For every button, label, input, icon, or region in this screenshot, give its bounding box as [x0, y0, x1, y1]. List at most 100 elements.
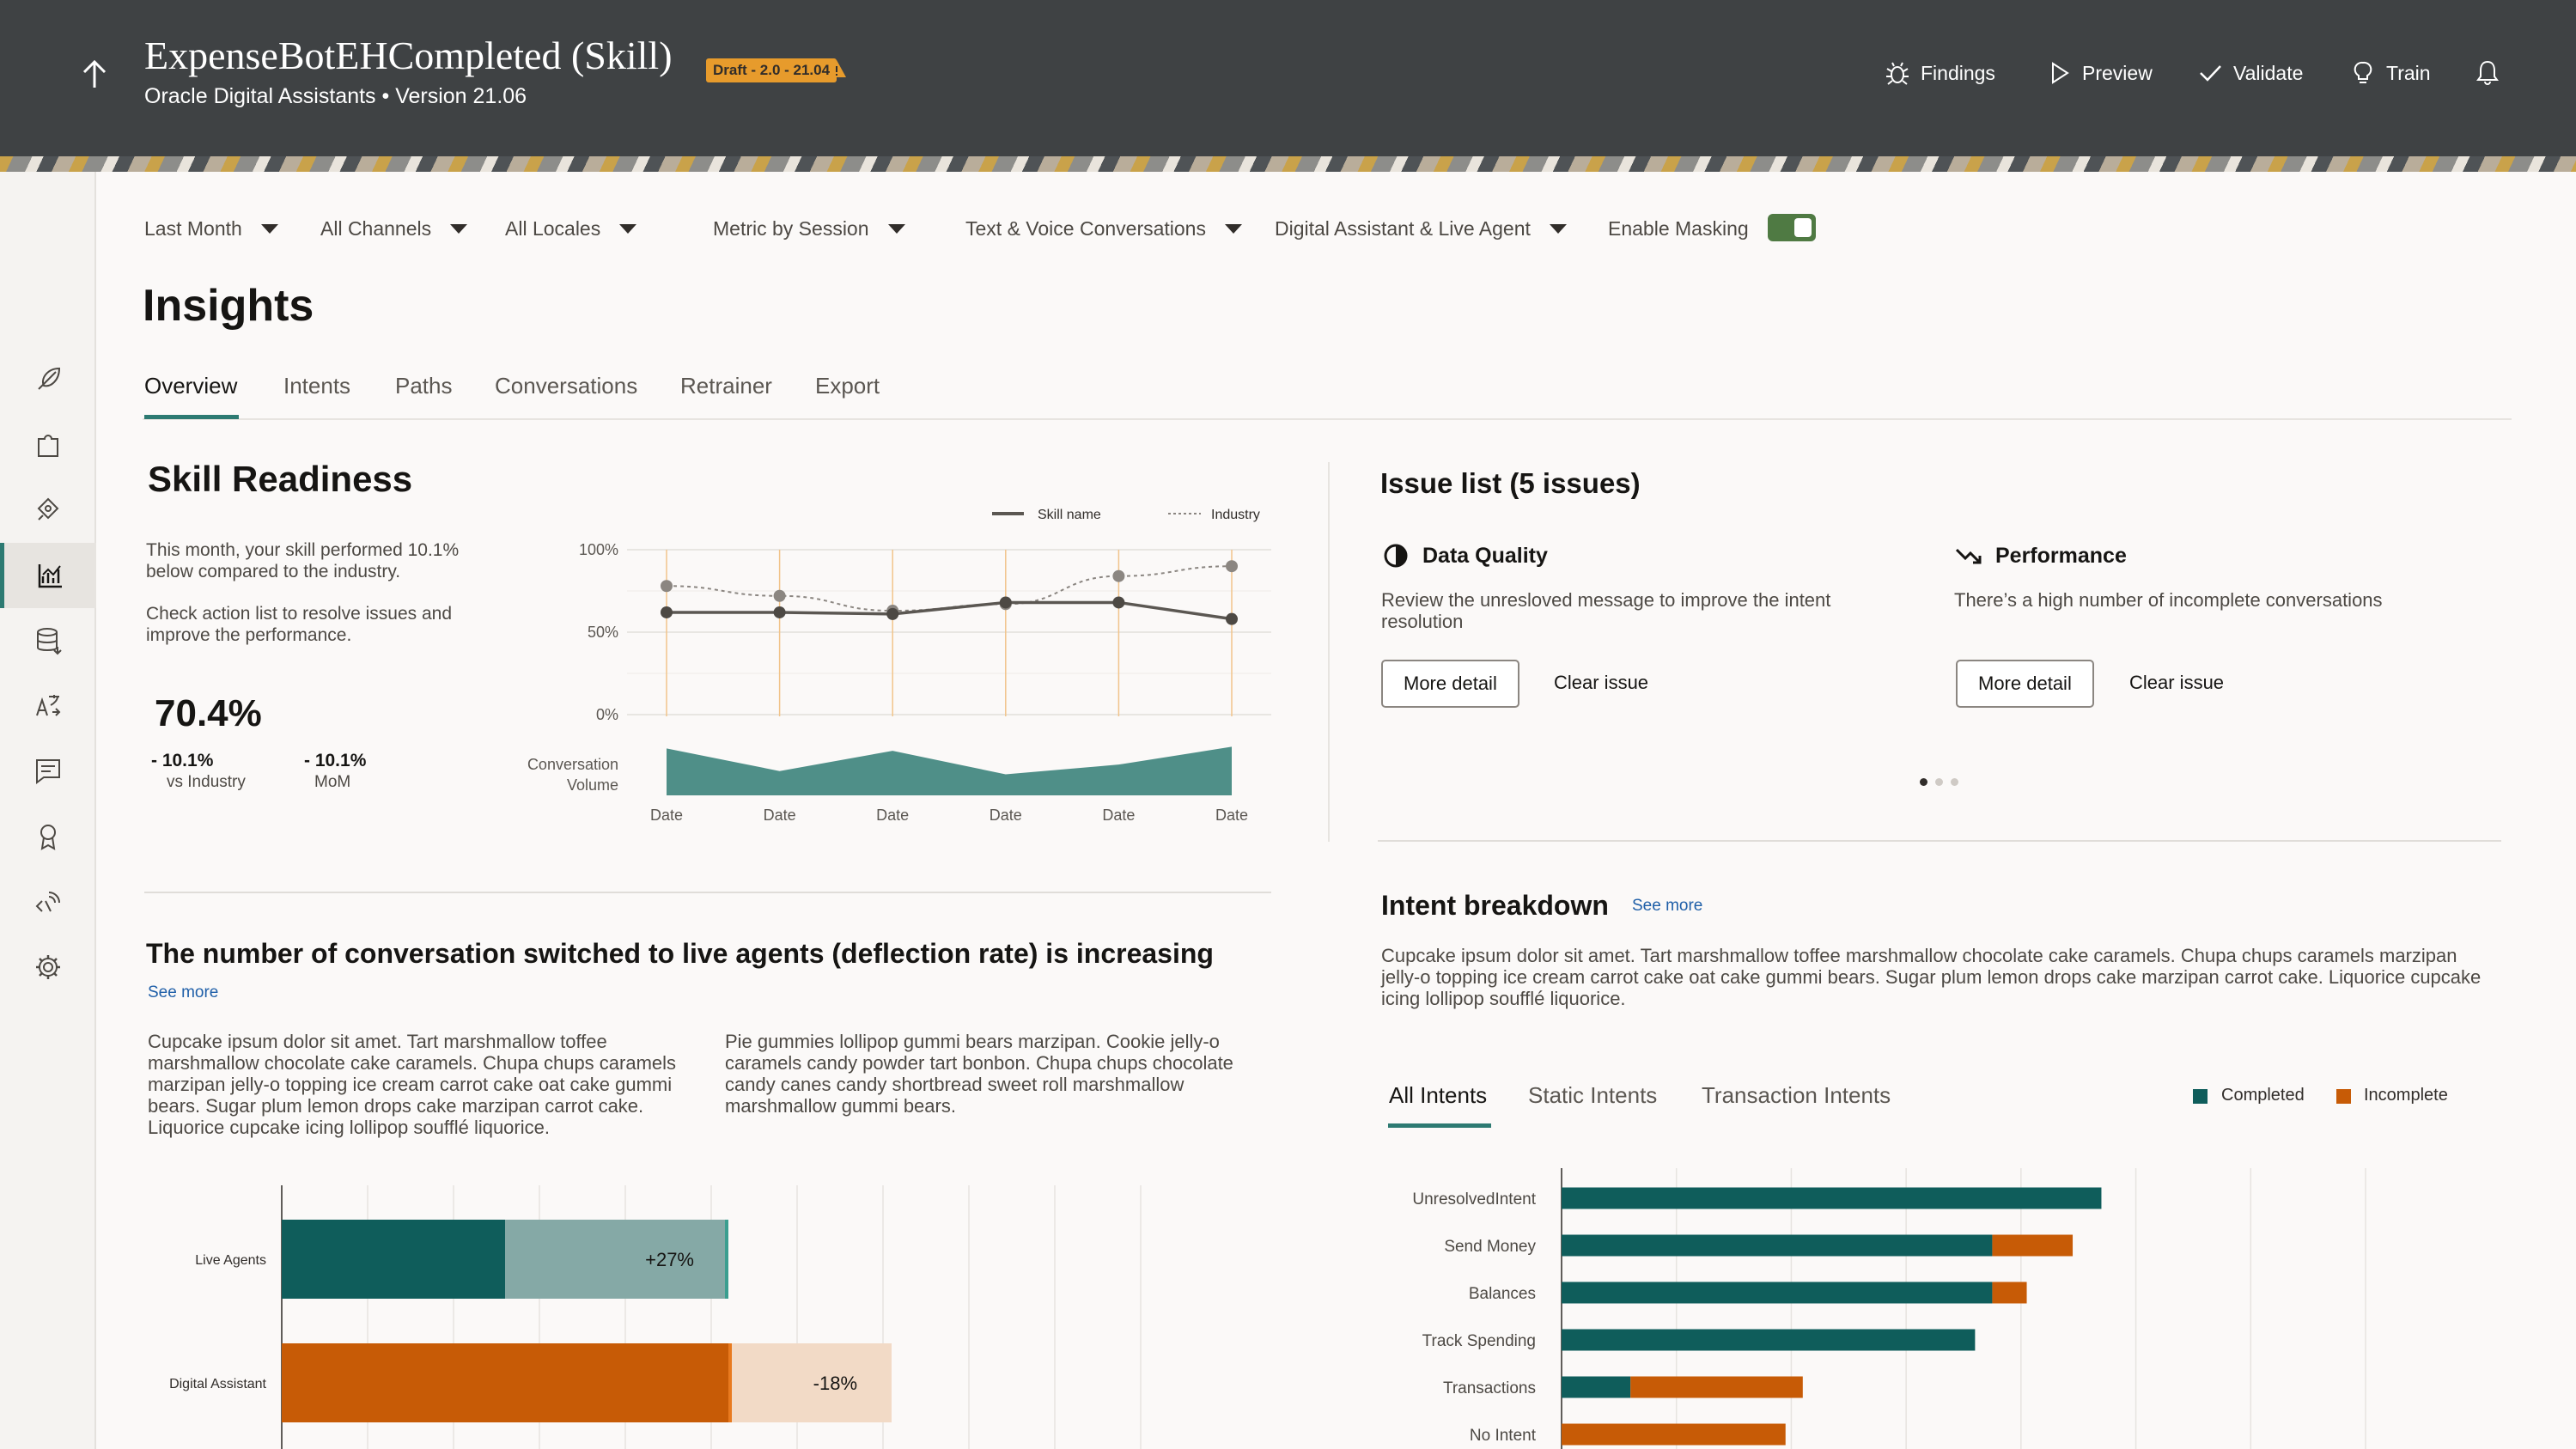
- trend-down-icon: [1955, 548, 1982, 564]
- period-filter[interactable]: Last Month: [144, 213, 278, 244]
- carousel-dot-2[interactable]: [1935, 778, 1943, 786]
- deflection-see-more-link[interactable]: See more: [148, 983, 219, 1002]
- x-tick-label: Date: [1215, 807, 1248, 824]
- train-label: Train: [2386, 61, 2431, 84]
- skill-series-line: [667, 600, 1233, 621]
- active-intent-tab-indicator: [1388, 1123, 1491, 1128]
- readiness-text-2: Check action list to resolve issues and …: [146, 604, 453, 645]
- y-tick-label: 100%: [579, 541, 618, 558]
- sidebar-item-settings[interactable]: [0, 935, 96, 1000]
- issue-data-quality-title: Data Quality: [1422, 543, 1548, 568]
- sidebar-item-conversations[interactable]: [0, 739, 96, 804]
- issue-performance-text: There’s a high number of incomplete conv…: [1954, 589, 2383, 611]
- skill-point: [886, 607, 899, 620]
- database-icon: [37, 628, 62, 655]
- bug-icon: [1886, 62, 1909, 85]
- industry-point: [661, 580, 673, 593]
- award-icon: [40, 825, 56, 850]
- section-divider-right: [1378, 840, 2501, 842]
- masking-toggle[interactable]: [1768, 214, 1816, 241]
- sidebar-item-puzzle[interactable]: [0, 412, 96, 478]
- tab-retrainer[interactable]: Retrainer: [680, 373, 772, 399]
- readiness-chart: Skill name Industry 100% 50% 0% Conversation V…: [527, 508, 1271, 824]
- tabs-divider: [143, 418, 2512, 420]
- carousel-dot-3[interactable]: [1951, 778, 1958, 786]
- y-tick-label: 0%: [596, 706, 618, 723]
- app-subtitle: Oracle Digital Assistants • Version 21.0…: [144, 84, 527, 108]
- intent-breakdown-title: Intent breakdown: [1381, 890, 1609, 921]
- metric-filter[interactable]: Metric by Session: [713, 213, 905, 244]
- sidebar-item-feather[interactable]: [0, 347, 96, 412]
- base-bar: [282, 1220, 505, 1299]
- masking-label: Enable Masking: [1608, 213, 1749, 244]
- sidebar: [0, 172, 96, 1449]
- gear-icon: [36, 955, 60, 979]
- sidebar-item-translate[interactable]: [0, 673, 96, 739]
- sidebar-item-insights[interactable]: [0, 543, 96, 608]
- page-title: Insights: [143, 281, 314, 331]
- category-label: Balances: [1469, 1285, 1536, 1303]
- completed-bar: [1562, 1282, 1993, 1304]
- channels-filter[interactable]: All Channels: [320, 213, 468, 244]
- issue-data-quality-text: Review the unresloved message to improve…: [1381, 589, 1831, 632]
- conversation-volume-area: [667, 746, 1232, 795]
- industry-point: [773, 589, 786, 602]
- x-tick-label: Date: [1102, 807, 1135, 824]
- industry-point: [1112, 569, 1125, 582]
- intent-see-more-link[interactable]: See more: [1632, 897, 1703, 915]
- skill-point: [1226, 612, 1238, 625]
- preview-label: Preview: [2082, 61, 2153, 84]
- vs-industry-value: - 10.1%: [151, 751, 214, 770]
- tab-transaction-intents[interactable]: Transaction Intents: [1702, 1082, 1891, 1108]
- legend-completed-swatch: [2193, 1089, 2208, 1104]
- puzzle-icon: [38, 435, 58, 457]
- tab-all-intents[interactable]: All Intents: [1389, 1082, 1488, 1108]
- deflection-title: The number of conversation switched to l…: [146, 938, 1214, 969]
- tab-conversations[interactable]: Conversations: [495, 373, 638, 399]
- train-button[interactable]: Train: [2350, 58, 2431, 88]
- carousel-dot-1[interactable]: [1920, 778, 1927, 786]
- tab-intents[interactable]: Intents: [283, 373, 351, 399]
- agent-type-filter[interactable]: Digital Assistant & Live Agent: [1275, 213, 1567, 244]
- preview-button[interactable]: Preview: [2046, 58, 2153, 88]
- conversation-type-filter[interactable]: Text & Voice Conversations: [965, 213, 1242, 244]
- issue-performance-title: Performance: [1995, 543, 2127, 568]
- tab-static-intents[interactable]: Static Intents: [1528, 1082, 1658, 1108]
- caret-down-icon: [450, 223, 468, 234]
- locales-filter[interactable]: All Locales: [505, 213, 637, 244]
- data-quality-clear-issue-button[interactable]: Clear issue: [1554, 672, 1649, 693]
- data-label: -18%: [813, 1373, 857, 1394]
- sidebar-item-plugin[interactable]: [0, 478, 96, 543]
- category-label: Track Spending: [1422, 1332, 1536, 1350]
- agent-type-filter-value: Digital Assistant & Live Agent: [1275, 216, 1531, 240]
- caret-down-icon: [887, 223, 905, 234]
- caret-down-icon: [619, 223, 637, 234]
- x-tick-label: Date: [876, 807, 909, 824]
- validate-button[interactable]: Validate: [2197, 58, 2303, 88]
- tab-export[interactable]: Export: [815, 373, 880, 399]
- skill-point: [1112, 596, 1125, 609]
- incomplete-bar: [1992, 1282, 2027, 1304]
- bell-icon[interactable]: [2474, 58, 2501, 86]
- data-quality-more-detail-button[interactable]: More detail: [1381, 660, 1519, 708]
- intent-breakdown-text: Cupcake ipsum dolor sit amet. Tart marsh…: [1381, 945, 2482, 1009]
- channels-filter-value: All Channels: [320, 216, 432, 240]
- category-label: Send Money: [1444, 1238, 1536, 1256]
- incomplete-bar: [1562, 1423, 1786, 1446]
- performance-clear-issue-button[interactable]: Clear issue: [2129, 672, 2225, 693]
- sidebar-item-quality[interactable]: [0, 804, 96, 869]
- industry-point: [1226, 560, 1238, 573]
- sidebar-item-data[interactable]: [0, 608, 96, 673]
- y-tick-label: 50%: [588, 624, 618, 641]
- sidebar-item-channels[interactable]: [0, 869, 96, 935]
- message-icon: [36, 759, 60, 784]
- tab-overview[interactable]: Overview: [144, 373, 238, 399]
- arrow-up-icon[interactable]: [74, 53, 115, 94]
- tab-paths[interactable]: Paths: [395, 373, 453, 399]
- performance-more-detail-button[interactable]: More detail: [1956, 660, 2094, 708]
- findings-button[interactable]: Findings: [1885, 58, 1995, 88]
- category-label: No Intent: [1470, 1427, 1537, 1445]
- x-tick-label: Date: [990, 807, 1022, 824]
- issue-performance-heading: Performance: [1954, 543, 2127, 569]
- decorative-band: [0, 156, 2576, 172]
